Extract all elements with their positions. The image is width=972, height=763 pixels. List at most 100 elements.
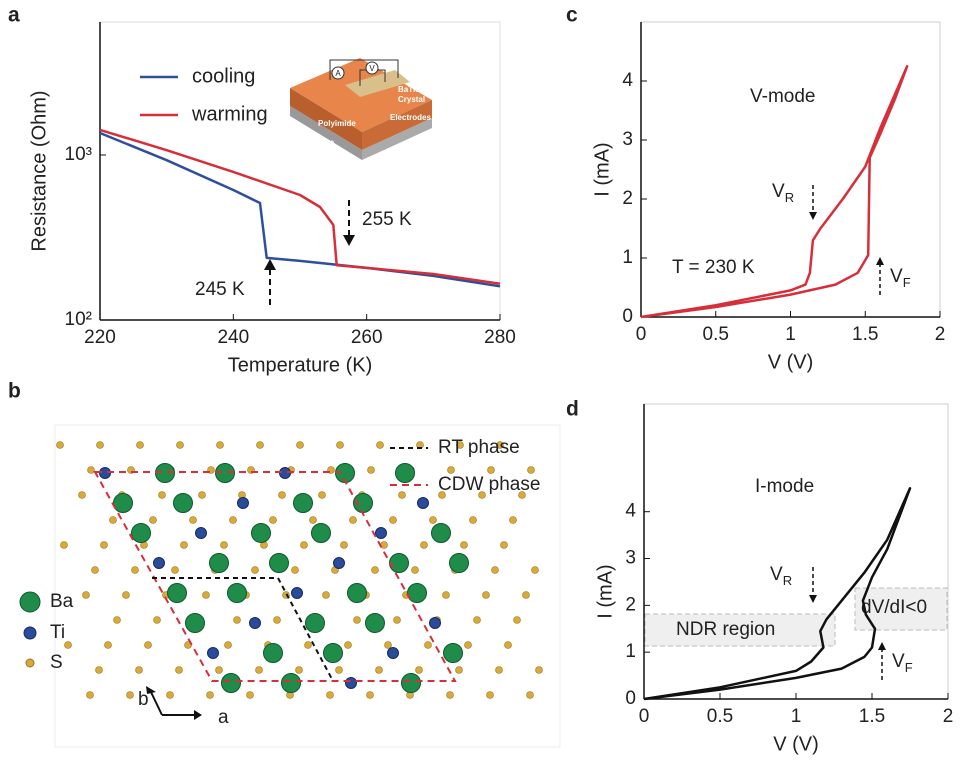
arrow-head [194, 710, 202, 720]
atom-s [122, 591, 130, 599]
atom-s [535, 666, 543, 674]
arrow-head [878, 642, 886, 650]
atom-s [344, 641, 352, 649]
atom-s [158, 491, 166, 499]
atom-s [424, 641, 432, 649]
atom-ba [347, 583, 367, 603]
atom-s [318, 491, 326, 499]
atom-s [149, 516, 157, 524]
atom-ti [429, 617, 441, 629]
atom-s [95, 666, 103, 674]
panel-label: b [8, 380, 21, 403]
x-tick-label: 260 [351, 327, 383, 348]
atom-s [469, 516, 477, 524]
atom-s [531, 566, 539, 574]
atom-s [176, 441, 184, 449]
atom-s [527, 466, 535, 474]
inset-label: Sapphire [300, 138, 335, 147]
atom-s [495, 666, 503, 674]
atom-ba [167, 583, 187, 603]
atom-ba [185, 613, 205, 633]
atom-s [246, 691, 254, 699]
atom-ti [207, 647, 219, 659]
inset-label: A [335, 69, 341, 78]
annotation: 245 K [195, 279, 245, 300]
atom-s [513, 616, 521, 624]
atom-s [100, 541, 108, 549]
atom-s [175, 666, 183, 674]
atom-ti [249, 617, 261, 629]
atom-s [113, 616, 121, 624]
atom-s [420, 541, 428, 549]
panel-label: c [566, 4, 578, 27]
x-tick-label: 0.5 [707, 706, 733, 727]
atom-s [384, 641, 392, 649]
atom-s [353, 616, 361, 624]
atom-ti [153, 557, 165, 569]
atom-s [393, 616, 401, 624]
x-axis-label: Temperature (K) [228, 354, 373, 376]
x-tick-label: 280 [484, 327, 516, 348]
atom-s [64, 641, 72, 649]
atom-s [526, 691, 534, 699]
atom-s [109, 516, 117, 524]
atom-s [153, 616, 161, 624]
atom-ti [417, 497, 429, 509]
y-tick-label: 4 [622, 70, 633, 91]
atom-s [202, 591, 210, 599]
atom-ti [375, 527, 387, 539]
atom-s [255, 666, 263, 674]
legend-text: S [50, 652, 63, 673]
axis-label: b [138, 689, 149, 710]
atom-ti [237, 497, 249, 509]
y-axis-label: Resistance (Ohm) [28, 90, 50, 251]
y-axis-label: I (mA) [591, 142, 613, 196]
series-line [99, 128, 501, 285]
annotation: VR [770, 564, 792, 588]
atom-legend [19, 591, 41, 613]
legend-text: RT phase [438, 437, 520, 458]
atom-s [60, 541, 68, 549]
atom-s [398, 491, 406, 499]
atom-s [189, 516, 197, 524]
atom-s [464, 641, 472, 649]
inset-label: Crystal [398, 95, 425, 104]
y-tick-label: 4 [625, 501, 636, 522]
legend-text: warming [191, 103, 268, 125]
x-tick-label: 1.5 [859, 706, 885, 727]
arrow-head [876, 257, 884, 265]
legend-text: Ti [50, 622, 65, 643]
atom-s [446, 691, 454, 699]
x-axis-label: V (V) [768, 351, 814, 373]
annotation: dV/dI<0 [861, 597, 927, 618]
atom-s [251, 566, 259, 574]
legend-text: cooling [192, 65, 255, 87]
y-tick-label: 2 [625, 594, 636, 615]
atom-ba [173, 493, 193, 513]
arrow-head [343, 235, 355, 246]
x-tick-label: 220 [84, 327, 116, 348]
atom-s [82, 591, 90, 599]
atom-legend [23, 626, 37, 640]
atom-s [295, 666, 303, 674]
atom-ba [281, 673, 301, 693]
y-tick-label: 0 [622, 306, 633, 327]
inset-label: Polyimide [318, 119, 356, 128]
inset-label: BaTiS₃ [398, 85, 425, 94]
x-tick-label: 0.5 [703, 324, 729, 345]
atom-s [500, 541, 508, 549]
atom-s [367, 466, 375, 474]
atom-s [96, 441, 104, 449]
atom-ba [209, 553, 229, 573]
atom-ba [395, 463, 415, 483]
atom-s [216, 441, 224, 449]
annotation: V-mode [750, 86, 815, 107]
atom-ti [345, 677, 357, 689]
atom-s [166, 691, 174, 699]
series-line [640, 65, 909, 319]
atom-s [144, 641, 152, 649]
atom-s [309, 516, 317, 524]
atom-s [336, 441, 344, 449]
x-tick-label: 2 [935, 324, 946, 345]
